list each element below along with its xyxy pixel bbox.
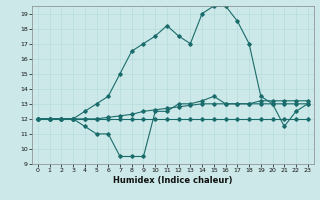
- X-axis label: Humidex (Indice chaleur): Humidex (Indice chaleur): [113, 176, 233, 185]
